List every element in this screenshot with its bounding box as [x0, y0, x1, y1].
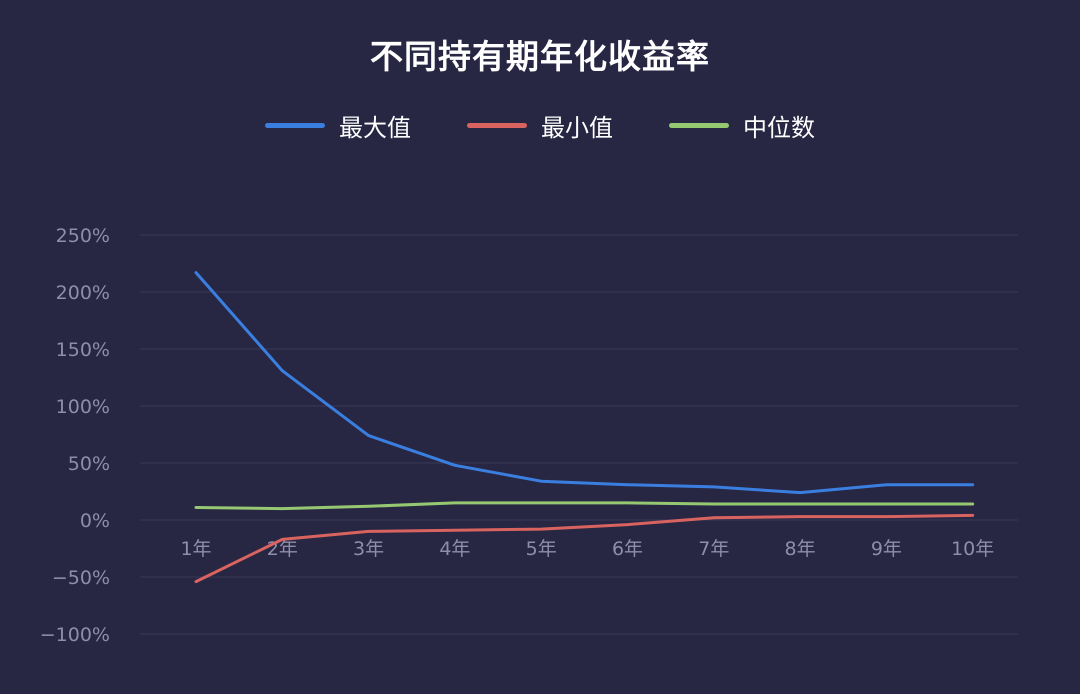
y-tick-label: 200% [56, 282, 110, 304]
legend-item-min[interactable]: 最小值 [467, 108, 613, 143]
legend-label-median: 中位数 [743, 114, 815, 142]
x-tick-label: 6年 [612, 538, 643, 560]
legend-swatch-min [467, 123, 527, 128]
x-tick-label: 8年 [785, 538, 816, 560]
legend-label-min: 最小值 [541, 114, 613, 142]
y-tick-label: 250% [56, 225, 110, 247]
x-tick-label: 1年 [180, 538, 211, 560]
y-tick-label: 50% [68, 453, 110, 475]
legend-item-max[interactable]: 最大值 [265, 108, 411, 143]
legend-item-median[interactable]: 中位数 [669, 108, 815, 143]
legend: 最大值 最小值 中位数 [0, 108, 1080, 143]
grid-lines [140, 234, 1018, 635]
x-tick-label: 5年 [526, 538, 557, 560]
x-tick-label: 2年 [267, 538, 298, 560]
series-lines [194, 271, 975, 584]
y-tick-label: −50% [52, 567, 110, 589]
legend-swatch-max [265, 123, 325, 128]
x-axis-ticks: 1年 2年 3年 4年 5年 6年 7年 8年 9年 10年 [180, 538, 994, 560]
x-tick-label: 4年 [439, 538, 470, 560]
chart-title: 不同持有期年化收益率 [370, 37, 710, 76]
y-tick-label: 100% [56, 396, 110, 418]
legend-label-max: 最大值 [339, 114, 411, 142]
series-line-max [194, 271, 975, 495]
y-tick-label: 0% [80, 510, 110, 532]
x-tick-label: 10年 [951, 538, 994, 560]
series-line-min [194, 513, 975, 584]
x-tick-label: 3年 [353, 538, 384, 560]
y-tick-label: −100% [40, 624, 110, 646]
legend-swatch-median [669, 123, 729, 128]
x-tick-label: 7年 [698, 538, 729, 560]
x-tick-label: 9年 [871, 538, 902, 560]
series-line-median [194, 501, 975, 511]
y-axis-ticks: 250% 200% 150% 100% 50% 0% −50% −100% [40, 225, 110, 646]
y-tick-label: 150% [56, 339, 110, 361]
